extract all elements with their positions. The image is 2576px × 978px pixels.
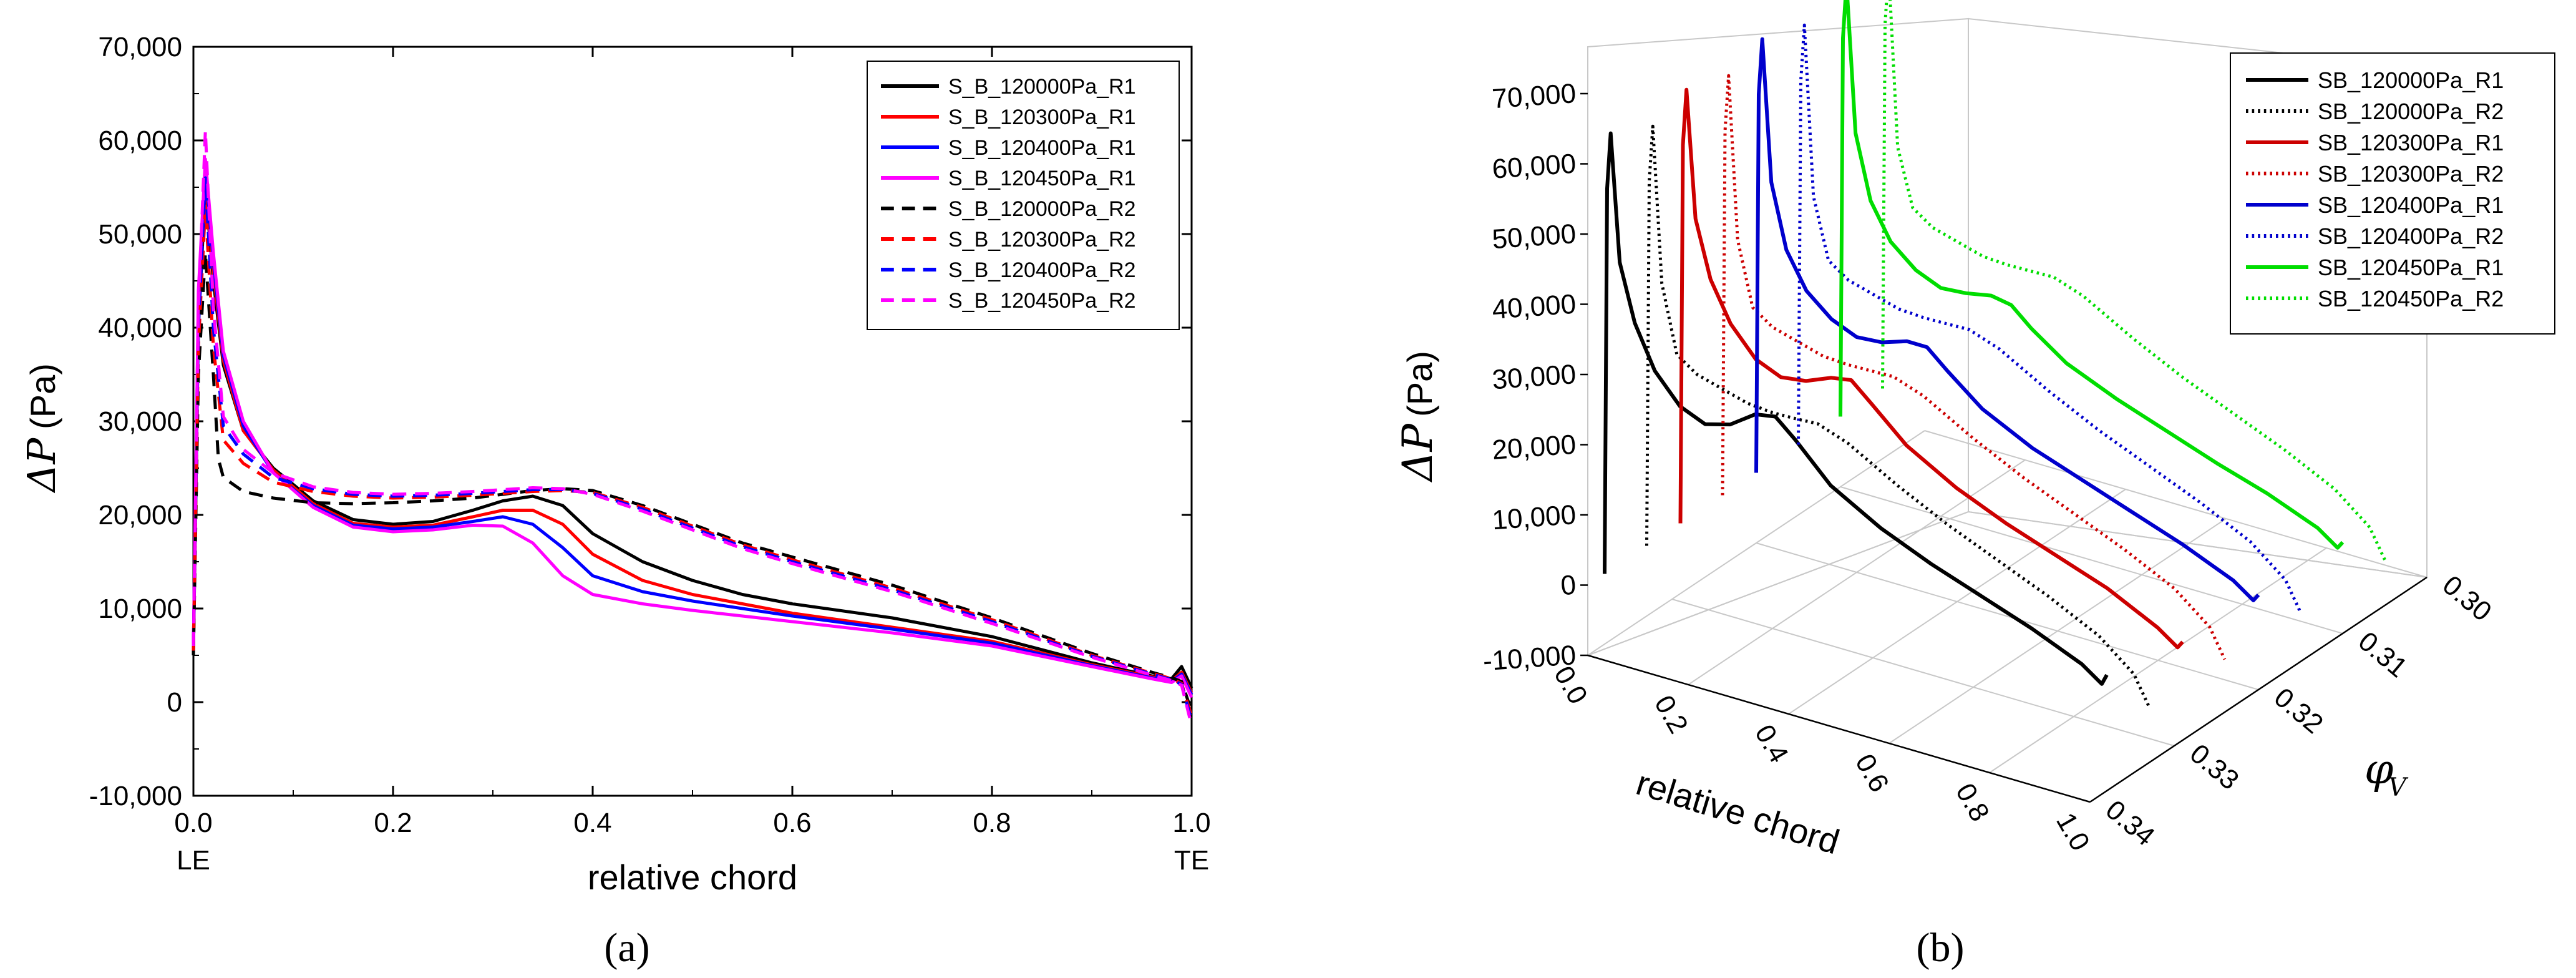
b-z-tick-label: 0.34 <box>2100 795 2160 853</box>
b-floor-grid-z <box>1671 599 2175 746</box>
b-legend-label-5: SB_120400Pa_R1 <box>2318 192 2504 218</box>
a-y-tick-label: 0 <box>167 687 182 718</box>
panel-a: -10,000 0 10,000 20,000 30,000 40,000 50,000 60… <box>19 32 1211 971</box>
b-y-tick-label: 10,000 <box>1491 499 1577 535</box>
b-y-tick-label: 30,000 <box>1491 359 1577 395</box>
b-legend-label-2: SB_120000Pa_R2 <box>2318 99 2504 124</box>
a-series-line-8 <box>192 129 1193 726</box>
a-y-tick-label: 70,000 <box>98 32 182 62</box>
panel-b-gridlines <box>1587 430 2428 803</box>
panel-a-x-ticks: 0.0 0.2 0.4 0.6 0.8 1.0 <box>174 47 1211 838</box>
b-x-tick-label: 0.2 <box>1648 690 1694 738</box>
a-y-tick-label: 60,000 <box>98 125 182 156</box>
b-series-line-4 <box>1721 74 2227 660</box>
a-legend-label-4: S_B_120450Pa_R1 <box>948 167 1136 190</box>
panel-b-y-axis-symbol: ΔP <box>1394 423 1442 483</box>
panel-a-legend: S_B_120000Pa_R1 S_B_120300Pa_R1 S_B_120400… <box>867 61 1180 330</box>
panel-a-x-end-label-le: LE <box>177 845 210 876</box>
panel-b-y-axis-unit: (Pa) <box>1400 351 1439 417</box>
panel-b-z-ticks: 0.30 0.31 0.32 0.33 0.34 <box>2100 570 2497 853</box>
panel-a-y-ticks: -10,000 0 10,000 20,000 30,000 40,000 50,000 60… <box>89 32 1192 811</box>
panel-a-legend-box <box>867 61 1180 330</box>
panel-a-y-axis-symbol: ΔP <box>19 437 64 493</box>
b-x-tick-label: 1.0 <box>2050 808 2096 856</box>
a-y-tick-label: -10,000 <box>89 781 182 811</box>
a-x-tick-label: 0.2 <box>374 808 412 838</box>
panel-b-x-axis-title: relative chord <box>1632 763 1844 862</box>
panel-a-x-end-label-te: TE <box>1174 845 1209 876</box>
a-legend-label-3: S_B_120400Pa_R1 <box>948 136 1136 160</box>
panel-b-legend-entries: SB_120000Pa_R1 SB_120000Pa_R2 SB_120300Pa_… <box>2246 67 2504 311</box>
a-series-line-5 <box>192 251 1193 712</box>
a-x-tick-label: 0.6 <box>773 808 811 838</box>
b-legend-label-4: SB_120300Pa_R2 <box>2318 161 2504 187</box>
a-legend-label-1: S_B_120000Pa_R1 <box>948 75 1136 99</box>
panel-a-x-axis-title: relative chord <box>588 858 797 897</box>
a-x-tick-label: 0.8 <box>973 808 1011 838</box>
panel-b-y-axis-title: ΔP (Pa) <box>1394 351 1442 483</box>
panel-b-z-axis-subscript: V <box>2388 773 2409 802</box>
panel-a-legend-entries: S_B_120000Pa_R1 S_B_120300Pa_R1 S_B_120400… <box>881 75 1136 313</box>
panel-b-z-axis-symbol: φ <box>2365 745 2393 793</box>
b-legend-label-7: SB_120450Pa_R1 <box>2318 255 2504 280</box>
b-series-line-2 <box>1645 124 2151 708</box>
b-y-tick-label: 0 <box>1560 570 1577 602</box>
b-legend-label-1: SB_120000Pa_R1 <box>2318 67 2504 93</box>
a-legend-label-7: S_B_120400Pa_R2 <box>948 258 1136 282</box>
a-x-tick-label: 0.4 <box>573 808 611 838</box>
panel-a-y-axis-unit: (Pa) <box>23 363 62 429</box>
a-y-tick-label: 20,000 <box>98 500 182 531</box>
b-z-tick-label: 0.33 <box>2184 738 2245 796</box>
b-y-tick-label: -10,000 <box>1482 640 1577 677</box>
panel-b-z-axis-title: φ V <box>2365 745 2409 802</box>
a-legend-label-5: S_B_120000Pa_R2 <box>948 197 1136 221</box>
panel-b-back-wall <box>1587 17 1969 657</box>
b-legend-label-8: SB_120450Pa_R2 <box>2318 286 2504 311</box>
panel-a-series-lines <box>192 129 1193 726</box>
b-y-tick-label: 40,000 <box>1491 289 1577 325</box>
panel-b-legend-box <box>2230 52 2555 335</box>
b-x-tick-label: 0.8 <box>1950 778 1995 826</box>
b-y-tick-label: 60,000 <box>1491 149 1577 185</box>
panel-a-label: (a) <box>604 925 649 971</box>
panel-b-floor <box>1585 511 2429 803</box>
b-series-line-1 <box>1603 131 2109 686</box>
a-legend-label-2: S_B_120300Pa_R1 <box>948 105 1136 129</box>
a-x-tick-label: 1.0 <box>1172 808 1210 838</box>
b-y-tick-label: 20,000 <box>1491 429 1577 466</box>
b-y-tick-label: 50,000 <box>1491 218 1577 255</box>
b-z-tick-label: 0.32 <box>2268 682 2329 740</box>
b-z-tick-label: 0.31 <box>2353 626 2413 684</box>
panel-b-legend: SB_120000Pa_R1 SB_120000Pa_R2 SB_120300Pa_… <box>2230 52 2555 335</box>
a-x-tick-label: 0.0 <box>174 808 212 838</box>
a-y-tick-label: 40,000 <box>98 313 182 343</box>
b-x-tick-label: 0.6 <box>1849 749 1895 797</box>
panel-b-floor-edge-right <box>2089 576 2428 803</box>
panel-b-y-ticks: -10,000 0 10,000 20,000 30,000 40,000 50,000 60… <box>1482 78 1588 677</box>
b-legend-label-6: SB_120400Pa_R2 <box>2318 223 2504 249</box>
panel-b-series-lines <box>1603 0 2386 708</box>
b-y-tick-label: 70,000 <box>1491 78 1577 114</box>
b-floor-grid-z <box>1840 486 2343 634</box>
b-z-tick-label: 0.30 <box>2437 570 2497 628</box>
a-y-tick-label: 50,000 <box>98 219 182 250</box>
panel-b: -10,000 0 10,000 20,000 30,000 40,000 50,000 60… <box>1394 0 2555 971</box>
b-floor-grid-z <box>1924 430 2428 578</box>
b-x-tick-label: 0.4 <box>1749 720 1794 768</box>
panel-b-floor-edge-front <box>1587 654 2091 803</box>
b-floor-grid-z <box>1756 542 2259 690</box>
a-y-tick-label: 30,000 <box>98 406 182 437</box>
a-series-line-4 <box>192 157 1193 698</box>
b-legend-label-3: SB_120300Pa_R1 <box>2318 130 2504 155</box>
b-series-line-7 <box>1839 0 2345 550</box>
b-series-line-5 <box>1754 37 2260 602</box>
b-series-line-8 <box>1881 0 2386 560</box>
a-legend-label-6: S_B_120300Pa_R2 <box>948 228 1136 252</box>
panel-a-y-axis-title: ΔP (Pa) <box>19 363 64 493</box>
a-y-tick-label: 10,000 <box>98 594 182 624</box>
a-legend-label-8: S_B_120450Pa_R2 <box>948 289 1136 313</box>
panel-b-label: (b) <box>1917 925 1965 971</box>
